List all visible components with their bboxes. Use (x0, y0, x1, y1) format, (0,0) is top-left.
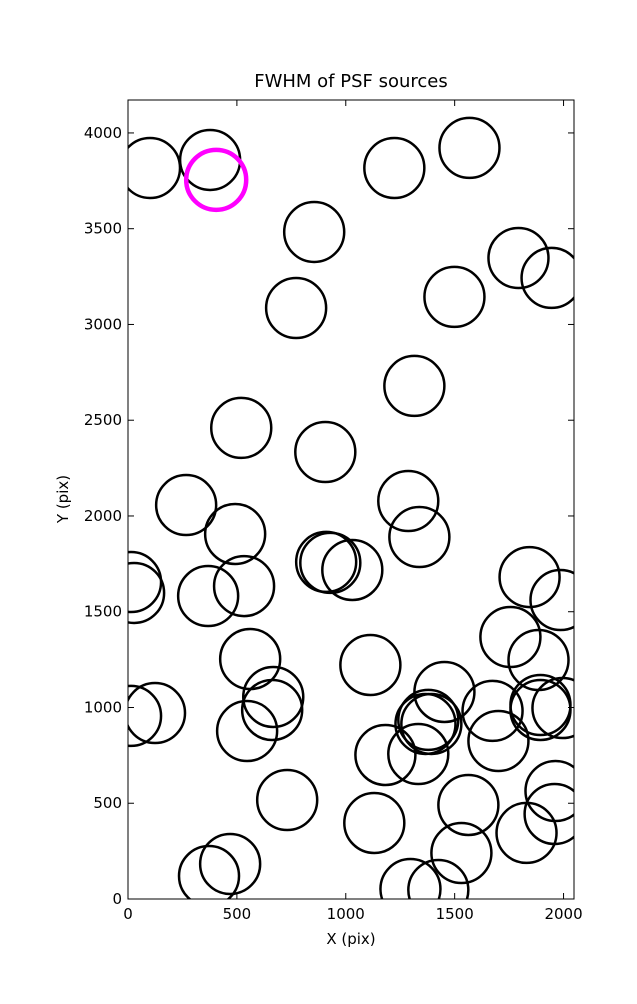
source-circle (461, 679, 524, 743)
source-circle (339, 633, 402, 697)
source-circle (255, 768, 319, 832)
plot-area (128, 116, 574, 899)
x-axis-label: X (pix) (326, 930, 375, 948)
x-tick-label: 2000 (544, 905, 582, 923)
chart-title: FWHM of PSF sources (254, 71, 448, 92)
source-circle (407, 858, 470, 899)
y-tick-label: 0 (112, 890, 122, 908)
source-circle (154, 473, 218, 537)
source-circle (520, 246, 574, 310)
source-circle (495, 801, 558, 865)
y-tick-label: 1500 (84, 603, 122, 621)
y-tick-label: 3000 (84, 315, 122, 333)
source-circle (354, 723, 417, 787)
y-tick-label: 4000 (84, 124, 122, 142)
source-circle (240, 678, 304, 742)
source-circle (321, 538, 384, 602)
source-circle (430, 821, 493, 885)
x-tick-label: 0 (123, 905, 133, 923)
source-circle (383, 354, 446, 418)
source-circle (487, 226, 550, 290)
x-tick-label: 1500 (436, 905, 474, 923)
source-circle (467, 709, 530, 773)
source-circle (379, 857, 442, 899)
source-circle (264, 276, 328, 340)
source-circle (212, 554, 276, 618)
source-circle (128, 561, 166, 625)
y-tick-label: 1000 (84, 698, 122, 716)
y-tick-label: 2000 (84, 507, 122, 525)
source-circle (242, 665, 305, 729)
source-circle (128, 681, 187, 745)
source-circle (400, 692, 463, 756)
y-tick-label: 2500 (84, 411, 122, 429)
source-circle (176, 564, 240, 628)
source-circle (397, 688, 460, 752)
source-circle (423, 265, 486, 329)
source-circle (343, 791, 406, 855)
source-circle (215, 699, 279, 763)
source-circle (524, 759, 574, 823)
x-tick-label: 1000 (327, 905, 365, 923)
source-circle (294, 420, 357, 484)
source-circle (363, 136, 426, 200)
highlight-circle (183, 147, 249, 213)
source-circle (387, 722, 450, 786)
source-circle (177, 844, 241, 899)
source-circle (509, 678, 572, 742)
source-circle (531, 676, 574, 740)
plot-frame (127, 99, 575, 900)
source-circle (209, 396, 273, 460)
source-circle (299, 531, 362, 595)
y-axis-label: Y (pix) (54, 475, 72, 524)
source-circle (282, 200, 346, 264)
source-circle (529, 568, 574, 632)
source-circle (198, 832, 262, 896)
y-tick-label: 3500 (84, 220, 122, 238)
source-circle (437, 773, 500, 837)
source-circle (128, 684, 163, 748)
source-circle (388, 505, 451, 569)
y-tick-label: 500 (93, 794, 122, 812)
source-circle (377, 469, 440, 533)
source-circle (203, 502, 267, 566)
x-tick-label: 500 (223, 905, 252, 923)
source-circle (438, 116, 501, 180)
source-circle (498, 545, 561, 609)
